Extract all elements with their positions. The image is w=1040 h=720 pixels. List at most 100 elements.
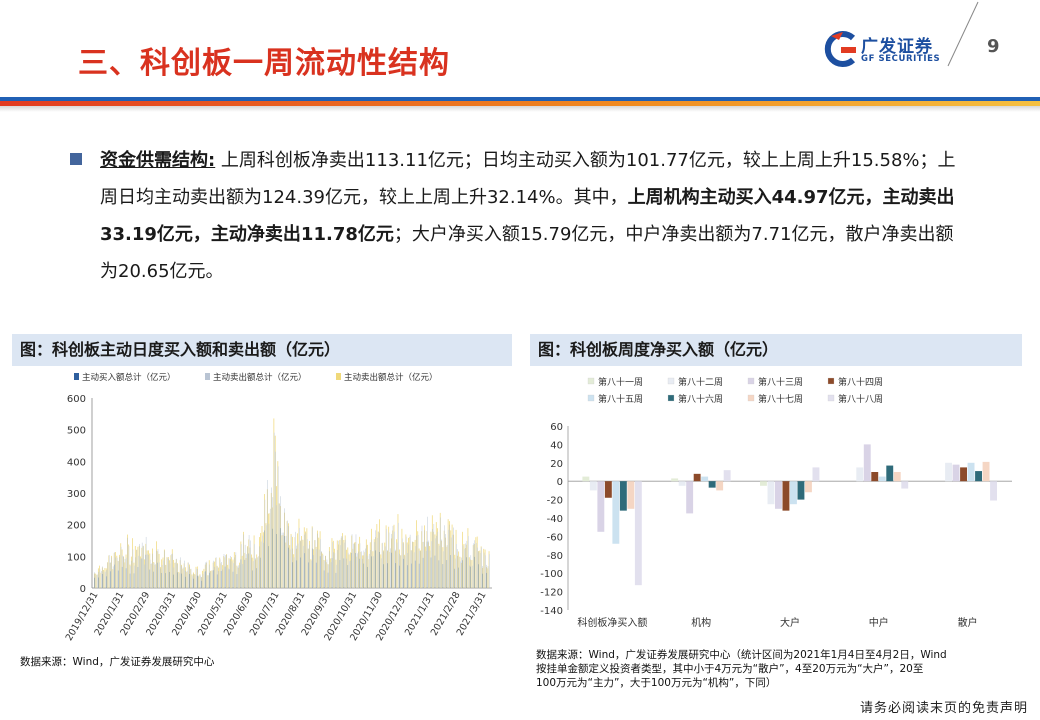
- y-tick-label: 500: [67, 426, 86, 437]
- bar-sell: [158, 553, 160, 588]
- bar-sell: [195, 566, 197, 588]
- bar-sell: [179, 560, 181, 588]
- bar-sell: [282, 534, 284, 588]
- y-tick-label: -60: [547, 532, 563, 543]
- bar-sell: [396, 539, 398, 588]
- bar-sell: [358, 543, 359, 588]
- bar-sell: [380, 554, 382, 588]
- bar-sell: [253, 535, 255, 588]
- bar-sell: [302, 539, 304, 588]
- bar-sell: [116, 555, 118, 588]
- bar-sell: [427, 542, 429, 588]
- bar-sell: [313, 549, 314, 588]
- bar-sell: [290, 533, 292, 588]
- right-source-line2: 按挂单金额定义投资者类型，其中小于4万元为“散户”，4至20万元为“大户”，20…: [536, 663, 924, 675]
- y-tick-label: 0: [557, 477, 563, 488]
- summary-label: 资金供需结构:: [100, 150, 216, 171]
- bar-sell: [227, 564, 229, 588]
- bar-sell: [447, 519, 449, 588]
- bar-sell: [182, 568, 184, 588]
- bar-sell: [166, 557, 168, 588]
- bar-sell: [233, 552, 235, 588]
- slide-header: 三、科创板一周流动性结构 广发证券 GF SECURITIES 9: [0, 0, 1040, 112]
- bar-sell: [429, 546, 431, 588]
- left-chart-title: 图：科创板主动日度买入额和卖出额（亿元）: [12, 334, 512, 366]
- bar-sell: [265, 523, 267, 588]
- bar-sell: [310, 559, 312, 588]
- right-chart-title: 图：科创板周度净买入额（亿元）: [530, 334, 1022, 366]
- bar-sell: [328, 547, 330, 588]
- bar-sell: [130, 556, 132, 588]
- bar-sell: [235, 554, 236, 588]
- bar-sell: [140, 556, 141, 588]
- legend-label: 主动卖出额总计（亿元）: [213, 372, 307, 383]
- legend-label: 第八十四周: [838, 376, 883, 388]
- net-buy-bar: [975, 471, 982, 482]
- y-tick-label: -20: [547, 496, 563, 507]
- y-tick-label: -140: [540, 606, 563, 617]
- bar-sell: [218, 567, 219, 588]
- bar-sell: [476, 536, 478, 588]
- bar-sell: [405, 534, 407, 588]
- logo-text-cn: 广发证券: [861, 37, 933, 57]
- bar-sell: [210, 570, 211, 588]
- bar-sell: [409, 536, 411, 588]
- bar-sell: [480, 546, 482, 588]
- bar-sell: [354, 542, 355, 588]
- legend-swatch: [667, 377, 675, 385]
- divider-slash: [947, 1, 979, 67]
- bar-sell: [270, 492, 272, 588]
- bar-sell: [123, 556, 124, 588]
- bar-sell: [277, 461, 279, 588]
- bar-sell: [107, 562, 108, 588]
- bar-sell: [455, 529, 457, 588]
- y-tick-label: 200: [67, 521, 86, 532]
- bar-sell: [154, 564, 156, 588]
- bar-sell: [484, 549, 486, 588]
- bar-sell: [483, 548, 485, 588]
- bar-sell: [146, 550, 148, 588]
- net-buy-bar: [982, 461, 990, 482]
- bar-sell: [223, 556, 225, 588]
- bar-sell: [138, 545, 140, 588]
- bar-sell: [274, 435, 276, 588]
- bar-sell: [377, 531, 379, 588]
- bar-sell: [203, 568, 205, 588]
- bar-sell: [385, 525, 387, 588]
- bar-sell: [360, 551, 362, 588]
- bar-sell: [309, 540, 310, 588]
- net-buy-bar: [760, 481, 767, 486]
- net-buy-bar: [767, 481, 775, 505]
- bar-sell: [128, 544, 130, 588]
- bar-sell: [344, 535, 346, 588]
- bar-sell: [96, 574, 98, 588]
- bar-sell: [111, 555, 112, 588]
- bar-sell: [115, 552, 116, 588]
- bar-sell: [459, 556, 461, 588]
- bar-sell: [266, 489, 268, 588]
- bar-sell: [136, 549, 137, 588]
- net-buy-bar: [797, 481, 805, 500]
- bar-sell: [340, 537, 342, 588]
- summary-seg2: ；大户净买入额15.79亿元，中户净卖出额为7.71亿元，散户净卖出额为20.6…: [100, 224, 954, 282]
- net-buy-bar: [693, 473, 701, 482]
- bar-sell: [305, 531, 306, 588]
- bar-sell: [156, 541, 157, 588]
- bar-sell: [306, 528, 308, 588]
- bar-sell: [278, 503, 280, 588]
- net-buy-bar: [790, 481, 797, 505]
- bar-sell: [100, 572, 102, 588]
- bar-sell: [421, 531, 423, 588]
- legend-swatch: [747, 377, 755, 385]
- y-tick-label: -40: [547, 514, 563, 525]
- legend-label: 第八十七周: [758, 393, 803, 405]
- bar-sell: [293, 554, 295, 588]
- legend-swatch: [747, 394, 755, 402]
- legend-swatch: [74, 373, 79, 380]
- bar-sell: [417, 531, 419, 588]
- bar-sell: [368, 559, 370, 588]
- bar-sell: [441, 540, 442, 588]
- bar-sell: [152, 548, 153, 588]
- bar-sell: [445, 537, 446, 588]
- bar-sell: [352, 548, 354, 588]
